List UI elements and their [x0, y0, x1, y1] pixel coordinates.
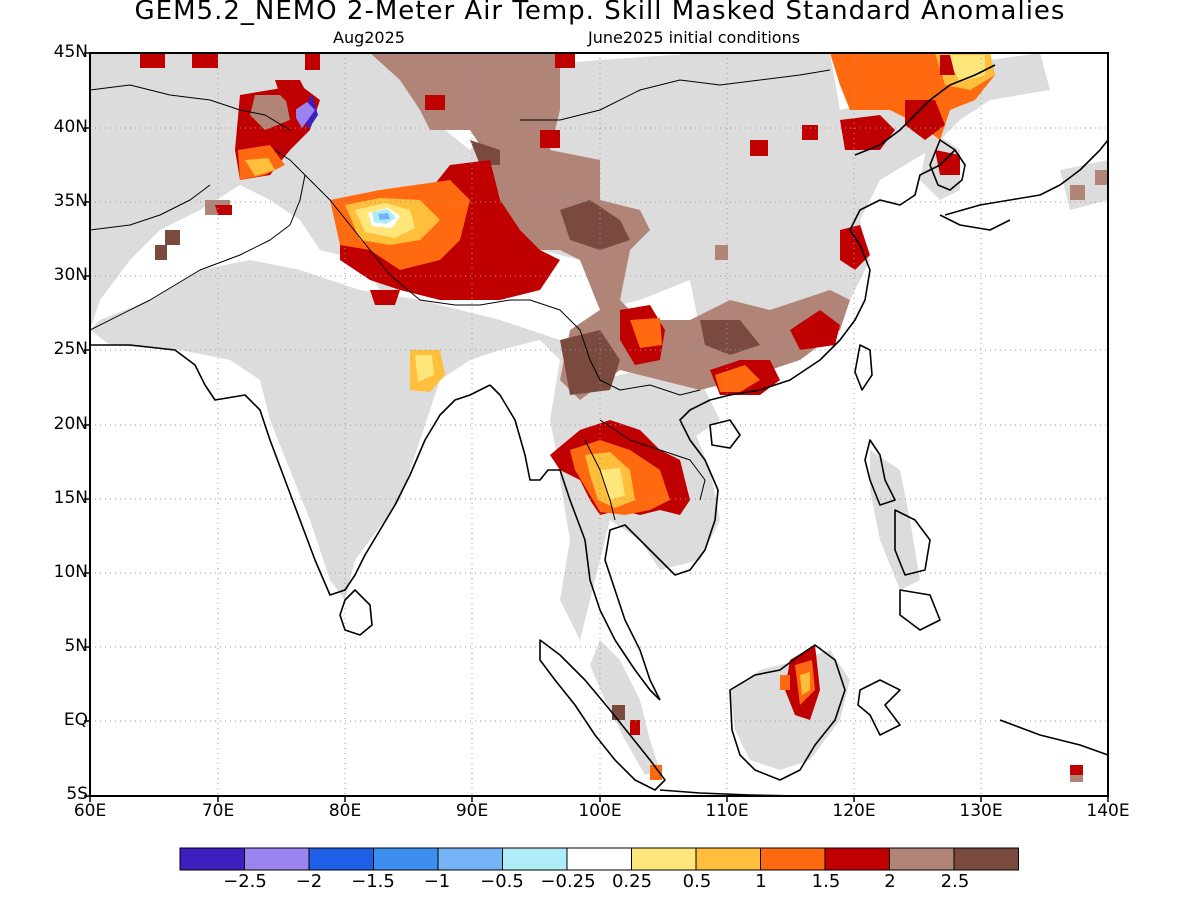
colorbar: [179, 847, 1019, 871]
colorbar-swatch: [824, 847, 890, 871]
lat-label: 10N: [53, 562, 88, 582]
colorbar-swatch: [244, 847, 310, 871]
colorbar-swatch: [953, 847, 1019, 871]
colorbar-label: −2.5: [223, 871, 267, 892]
map-area: [90, 53, 1108, 796]
lat-label: 25N: [53, 339, 88, 359]
lon-label: 120E: [832, 801, 876, 821]
colorbar-swatch: [566, 847, 632, 871]
lat-label: 30N: [53, 265, 88, 285]
lon-label: 130E: [959, 801, 1003, 821]
lon-label: 110E: [705, 801, 749, 821]
lon-label: 70E: [201, 801, 235, 821]
map-title: GEM5.2_NEMO 2-Meter Air Temp. Skill Mask…: [134, 0, 1066, 26]
colorbar-label: −1.5: [351, 871, 395, 892]
lat-label: 35N: [53, 191, 88, 211]
lat-label: 5N: [64, 636, 88, 656]
lon-label: 140E: [1086, 801, 1130, 821]
colorbar-label: 1.5: [811, 871, 841, 892]
colorbar-swatch: [889, 847, 955, 871]
lat-label: 5S: [66, 784, 88, 804]
lat-label: 45N: [53, 42, 88, 62]
lat-label: EQ: [63, 710, 88, 730]
anomaly-patches: [140, 53, 1108, 782]
coastlines: [90, 64, 1108, 796]
colorbar-swatch: [631, 847, 697, 871]
lat-label: 20N: [53, 414, 88, 434]
lon-label: 90E: [455, 801, 489, 821]
colorbar-label: −2: [295, 871, 323, 892]
lat-label: 40N: [53, 117, 88, 137]
colorbar-swatch: [502, 847, 568, 871]
colorbar-label: 2: [884, 871, 896, 892]
colorbar-swatch: [695, 847, 761, 871]
colorbar-label: 2.5: [940, 871, 970, 892]
colorbar-label: 1: [755, 871, 767, 892]
colorbar-label: −0.25: [540, 871, 596, 892]
colorbar-swatch: [760, 847, 826, 871]
target-month-label: Aug2025: [333, 28, 405, 47]
colorbar-swatch: [373, 847, 439, 871]
colorbar-swatch: [437, 847, 503, 871]
colorbar-label: −1: [423, 871, 451, 892]
lon-label: 100E: [578, 801, 622, 821]
lon-label: 80E: [328, 801, 362, 821]
colorbar-swatch: [308, 847, 374, 871]
colorbar-label: 0.25: [611, 871, 653, 892]
lon-label: 60E: [73, 801, 107, 821]
colorbar-label: −0.5: [480, 871, 524, 892]
colorbar-swatch: [179, 847, 245, 871]
initial-conditions-label: June2025 initial conditions: [588, 28, 801, 47]
axis-ticks: [84, 52, 1109, 802]
lat-label: 15N: [53, 488, 88, 508]
colorbar-label: 0.5: [682, 871, 712, 892]
